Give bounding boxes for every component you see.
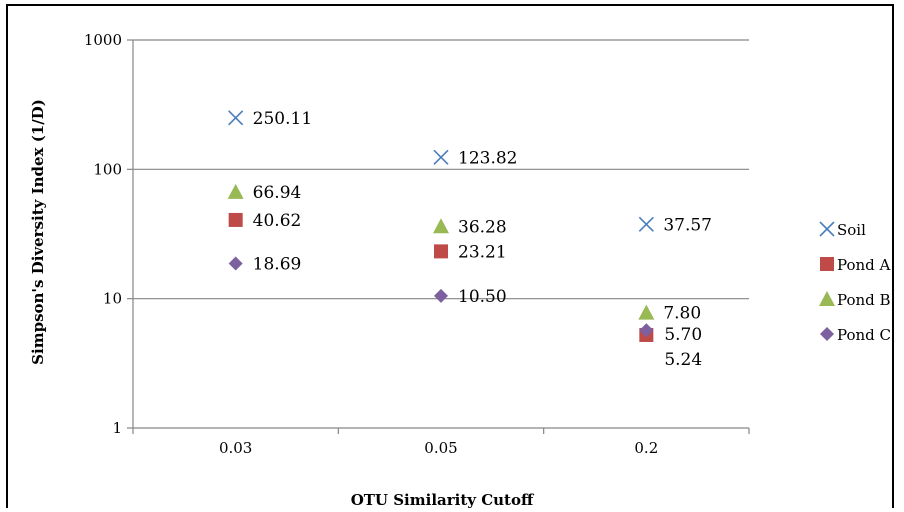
marker-stroke	[638, 216, 654, 232]
data-label-pond-c: 5.70	[664, 325, 702, 345]
marker-stroke	[433, 149, 449, 165]
data-label-pond-b: 66.94	[253, 183, 302, 203]
y-tick-label: 1	[112, 419, 122, 437]
data-label-pond-a: 40.62	[253, 211, 302, 231]
legend-label-pond-b: Pond B	[837, 291, 891, 309]
data-label-pond-c: 18.69	[253, 255, 302, 275]
y-tick-label: 1000	[84, 31, 122, 49]
data-label-pond-b: 7.80	[663, 304, 701, 324]
data-label-soil: 123.82	[458, 148, 517, 168]
point-soil	[228, 110, 244, 126]
point-soil	[638, 216, 654, 232]
legend-marker-pond-c	[820, 327, 834, 341]
y-tick-label: 100	[93, 160, 122, 178]
x-tick-label: 0.03	[219, 439, 252, 457]
x-tick-label: 0.2	[634, 439, 658, 457]
marker-stroke	[228, 110, 244, 126]
data-label-pond-b: 36.28	[458, 217, 507, 237]
point-pond-a	[228, 212, 243, 227]
point-soil	[433, 149, 449, 165]
point-pond-c	[228, 256, 243, 271]
legend-marker-pond-b	[819, 291, 835, 306]
point-pond-b	[433, 218, 449, 234]
x-axis-title: OTU Similarity Cutoff	[351, 491, 535, 509]
data-label-pond-a: 5.24	[664, 350, 702, 370]
data-label-soil: 250.11	[253, 109, 312, 129]
point-pond-c	[639, 323, 654, 338]
legend-label-pond-a: Pond A	[837, 256, 891, 274]
legend-marker-pond-a	[820, 257, 834, 271]
legend-item-soil: Soil	[819, 221, 866, 239]
legend-item-pond-b: Pond B	[819, 291, 891, 309]
data-label-pond-a: 23.21	[458, 242, 507, 262]
y-axis-title: Simpson's Diversity Index (1/D)	[29, 99, 47, 365]
x-tick-label: 0.05	[424, 439, 457, 457]
point-pond-b	[638, 304, 655, 320]
y-tick-label: 10	[103, 290, 122, 308]
legend-item-pond-a: Pond A	[820, 256, 891, 274]
point-pond-b	[227, 183, 244, 199]
point-pond-a	[434, 244, 448, 259]
legend-label-soil: Soil	[837, 221, 866, 239]
marker-stroke	[819, 221, 835, 237]
data-label-pond-c: 10.50	[458, 287, 507, 307]
point-pond-c	[434, 288, 448, 303]
chart-frame	[6, 4, 894, 508]
data-label-soil: 37.57	[663, 215, 712, 235]
legend-label-pond-c: Pond C	[837, 326, 891, 344]
legend-marker-soil	[819, 221, 835, 237]
legend-item-pond-c: Pond C	[820, 326, 891, 344]
